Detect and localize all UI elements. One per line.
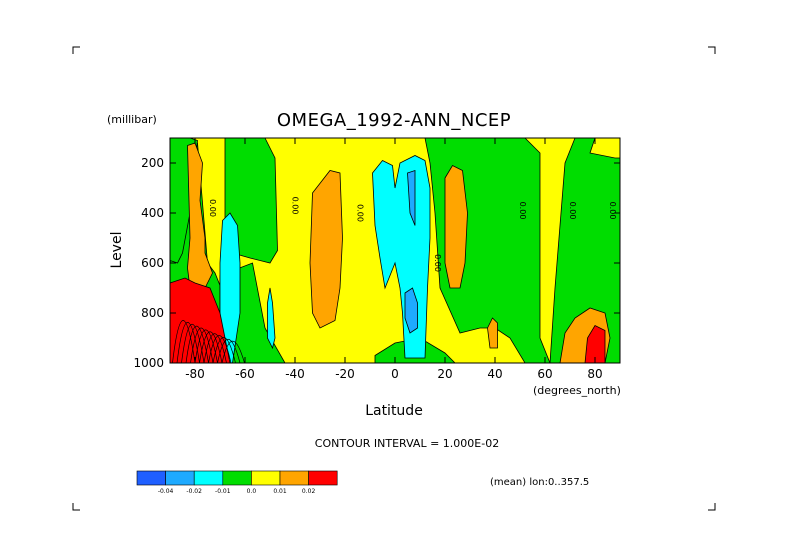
x-tick-label-0: -80 <box>185 367 205 381</box>
x-tick-label-4: 0 <box>391 367 399 381</box>
x-tick-label-7: 60 <box>537 367 552 381</box>
contour-labels: 0.00 0.00 0.00 0.00 0.00 0.00 0.00 <box>208 197 617 272</box>
contour-region-blue-2 <box>404 287 418 334</box>
contour-region-orange-3 <box>444 164 468 289</box>
contour-label-7: 0.00 <box>608 202 617 220</box>
contour-region-orange-2 <box>309 170 343 329</box>
mean-longitude-text: (mean) lon:0..357.5 <box>490 477 589 488</box>
contour-label-1: 0.00 <box>208 199 217 217</box>
contour-line-strong-10 <box>212 337 236 364</box>
colorbar-swatch-5 <box>251 470 281 486</box>
colorbar-label-1: -0.04 <box>158 488 174 495</box>
contour-line-strong-6 <box>194 329 218 364</box>
corner-marks <box>72 46 716 511</box>
chart-title: OMEGA_1992-ANN_NCEP <box>277 110 511 131</box>
units-label: (millibar) <box>107 113 157 126</box>
x-tick-label-2: -40 <box>285 367 305 381</box>
colorbar-swatch-3 <box>193 470 224 486</box>
x-axis-units: (degrees_north) <box>533 384 621 397</box>
contour-label-3: 0.00 <box>356 204 365 222</box>
y-axis-label: Level <box>109 232 125 269</box>
colorbar-label-2: -0.02 <box>186 488 202 495</box>
contour-line-strong-5 <box>190 327 214 364</box>
contour-line-strong-3 <box>181 324 205 364</box>
colorbar-swatch-1 <box>136 470 166 486</box>
contour-label-6: 0.00 <box>568 202 577 220</box>
contour-region-orange-4 <box>487 317 498 349</box>
contour-line-strong-4 <box>185 326 209 364</box>
colorbar-label-5: 0.01 <box>273 488 287 495</box>
y-tick-label-2: 600 <box>141 256 164 270</box>
colorbar-swatch-4 <box>222 470 252 486</box>
y-tick-label-4: 200 <box>141 156 164 170</box>
contour-fill-layers <box>169 137 621 364</box>
contour-line-strong-1 <box>172 320 196 364</box>
colorbar-label-4: 0.0 <box>247 488 257 495</box>
y-axis: 1000 800 600 400 200 <box>133 156 620 370</box>
contour-lines <box>172 320 245 364</box>
y-tick-label-1: 800 <box>141 306 164 320</box>
colorbar-legend: -0.04 -0.02 -0.01 0.0 0.01 0.02 <box>136 470 338 495</box>
colorbar-label-6: 0.02 <box>302 488 316 495</box>
x-tick-label-3: -20 <box>335 367 355 381</box>
y-tick-label-0: 1000 <box>133 356 164 370</box>
contour-interval-text: CONTOUR INTERVAL = 1.000E-02 <box>315 437 499 450</box>
colorbar-swatch-6 <box>279 470 309 486</box>
contour-line-strong-9 <box>208 335 232 364</box>
contour-region-orange-1 <box>187 142 213 289</box>
contour-line-strong-11 <box>217 339 241 364</box>
contour-line-strong-2 <box>176 322 200 364</box>
contour-line-strong-8 <box>203 333 227 364</box>
x-axis-label: Latitude <box>365 403 423 419</box>
contour-region-cyan-2 <box>267 287 276 350</box>
contour-region-blue-1 <box>407 169 416 226</box>
y-tick-label-3: 400 <box>141 206 164 220</box>
contour-line-strong-12 <box>221 341 245 364</box>
contour-region-cyan-1 <box>219 212 241 364</box>
x-tick-label-5: 20 <box>437 367 452 381</box>
x-axis: -80 -60 -40 -20 0 20 40 60 80 <box>185 138 603 381</box>
contour-label-2: 0.00 <box>291 197 300 215</box>
contour-label-5: 0.00 <box>518 202 527 220</box>
plot-area: 0.00 0.00 0.00 0.00 0.00 0.00 0.00 <box>169 137 621 364</box>
x-tick-label-1: -60 <box>235 367 255 381</box>
colorbar-swatch-2 <box>165 470 195 486</box>
colorbar-label-3: -0.01 <box>215 488 231 495</box>
x-tick-label-8: 80 <box>587 367 602 381</box>
colorbar-swatch-7 <box>308 470 338 486</box>
contour-line-strong-7 <box>199 331 223 364</box>
x-tick-label-6: 40 <box>487 367 502 381</box>
contour-label-4: 0.00 <box>433 254 442 272</box>
